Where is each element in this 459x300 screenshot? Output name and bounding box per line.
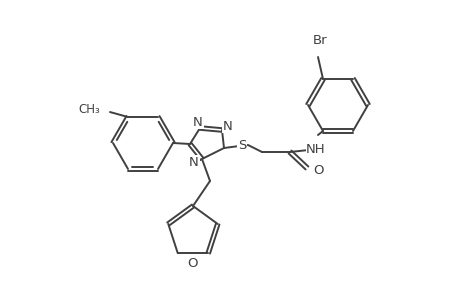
Text: S: S bbox=[237, 139, 246, 152]
Text: O: O bbox=[312, 164, 323, 176]
Text: CH₃: CH₃ bbox=[78, 103, 100, 116]
Text: N: N bbox=[193, 116, 202, 128]
Text: Br: Br bbox=[312, 34, 327, 47]
Text: NH: NH bbox=[306, 143, 325, 156]
Text: N: N bbox=[223, 119, 232, 133]
Text: N: N bbox=[189, 155, 198, 169]
Text: O: O bbox=[187, 257, 198, 270]
